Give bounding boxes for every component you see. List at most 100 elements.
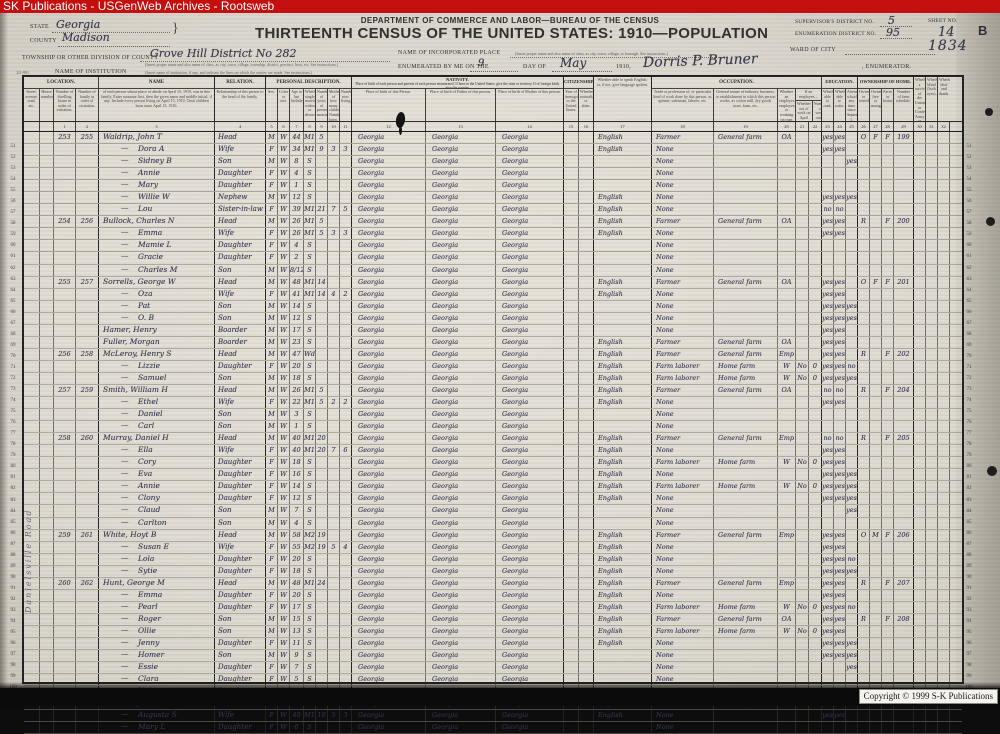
- cell-dw: [54, 445, 76, 457]
- col-write: Whether able to write.: [834, 89, 846, 121]
- line-number: 54: [10, 177, 16, 183]
- cell-hn: [40, 384, 54, 397]
- cell-ag: 14: [290, 300, 304, 312]
- cell-cl: [340, 662, 352, 674]
- table-row: — Daniel Son M W 3 S Georgia Georgia Georgia None: [24, 409, 962, 422]
- cell-fm: [870, 168, 882, 180]
- cell-im: [564, 324, 579, 336]
- cell-hn: [40, 240, 54, 252]
- cell-nm: — Mary: [99, 180, 215, 192]
- cell-vt: [914, 132, 926, 144]
- cell-cl: [340, 529, 352, 541]
- cell-oc: None: [652, 674, 714, 686]
- cell-nm: — Ollie: [99, 625, 215, 637]
- cell-ms: S: [304, 505, 316, 517]
- cell-ym: [316, 324, 328, 336]
- cell-ym: [316, 517, 328, 529]
- col-language: Whether able to speak English; or, if no…: [594, 77, 652, 121]
- cell-sc: [846, 397, 858, 409]
- cell-fm: [870, 228, 882, 240]
- cell-dw: [54, 204, 76, 216]
- cell-ow: [796, 144, 809, 156]
- cell-hn: [40, 433, 54, 445]
- person-name: Claud: [138, 505, 161, 515]
- cell-fm: [870, 637, 882, 650]
- cell-cr: W: [278, 288, 290, 300]
- ward-line: [845, 53, 935, 55]
- cell-cr: W: [278, 156, 290, 168]
- cell-sc: yes: [846, 493, 858, 505]
- cell-rd: [822, 264, 834, 276]
- sheet-label: SHEET NO.: [928, 18, 958, 24]
- column-number: 22: [809, 122, 822, 131]
- cell-hn: [40, 625, 54, 637]
- column-number: 17: [594, 122, 652, 131]
- cell-mb: Georgia: [496, 722, 564, 734]
- cell-fn: [894, 662, 914, 674]
- cell-cr: W: [278, 409, 290, 421]
- col-family: Number of family in order of visitation.: [76, 89, 99, 121]
- cell-fh: F: [882, 132, 894, 144]
- ditto-mark: —: [121, 204, 129, 213]
- cell-cl: [340, 625, 352, 637]
- cell-df: [938, 180, 950, 192]
- cell-dw: [54, 421, 76, 433]
- col-age: Age at last birthday.: [290, 89, 304, 121]
- cell-oc: None: [652, 144, 714, 156]
- cell-nm: — Gracie: [99, 252, 215, 264]
- cell-st: [24, 625, 40, 637]
- cell-cl: [340, 505, 352, 517]
- cell-wr: yes: [834, 288, 846, 300]
- cell-oc: Farmer: [652, 529, 714, 541]
- month-line: [552, 70, 612, 72]
- line-number: 98: [966, 663, 972, 669]
- cell-st: [24, 336, 40, 348]
- cell-cs: [778, 324, 796, 336]
- cell-dw: [54, 324, 76, 336]
- line-number: 66: [966, 309, 972, 315]
- cell-bp: Georgia: [352, 529, 426, 541]
- cell-fh: [882, 601, 894, 613]
- cell-ms: M1: [304, 397, 316, 409]
- cell-nm: — Willie W: [99, 192, 215, 204]
- cell-cs: [778, 662, 796, 674]
- cell-sx: M: [266, 650, 278, 662]
- ditto-mark: —: [121, 674, 129, 683]
- cell-cb: [328, 481, 340, 493]
- cell-ms: S: [304, 336, 316, 348]
- cell-rd: yes: [822, 397, 834, 409]
- cell-cl: [340, 722, 352, 734]
- cell-fb: Georgia: [426, 565, 496, 577]
- cell-ym: [316, 348, 328, 360]
- cell-cr: W: [278, 324, 290, 336]
- cell-fn: [894, 409, 914, 421]
- cell-wr: [834, 264, 846, 276]
- cell-mb: Georgia: [496, 288, 564, 300]
- cell-cr: W: [278, 601, 290, 613]
- table-row: — Roger Son M W 15 S Georgia Georgia Georgia Engli…: [24, 613, 962, 626]
- cell-ag: 23: [290, 336, 304, 348]
- cell-im: [564, 650, 579, 662]
- cell-hn: [40, 324, 54, 336]
- cell-oc: None: [652, 228, 714, 240]
- cell-im: [564, 577, 579, 589]
- cell-in: [714, 517, 778, 529]
- cell-dw: [54, 192, 76, 204]
- cell-rd: yes: [822, 493, 834, 505]
- table-row: — Ella Wife F W 40 M1 20 7 6 Georgia Georgia Georgia…: [24, 445, 962, 458]
- cell-ow: [796, 505, 809, 517]
- cell-na: [579, 674, 594, 686]
- cell-ms: M1: [304, 144, 316, 156]
- cell-sx: F: [266, 144, 278, 156]
- person-name: Mary: [138, 180, 158, 190]
- cell-bp: Georgia: [352, 216, 426, 228]
- column-number: 26: [858, 122, 870, 131]
- cell-cs: W: [778, 372, 796, 384]
- cell-im: [564, 252, 579, 264]
- line-number: 95: [966, 630, 972, 636]
- cell-in: General farm: [714, 276, 778, 288]
- cell-wr: yes: [834, 312, 846, 324]
- cell-lg: English: [594, 529, 652, 541]
- cell-cs: [778, 541, 796, 553]
- cell-cr: W: [278, 553, 290, 565]
